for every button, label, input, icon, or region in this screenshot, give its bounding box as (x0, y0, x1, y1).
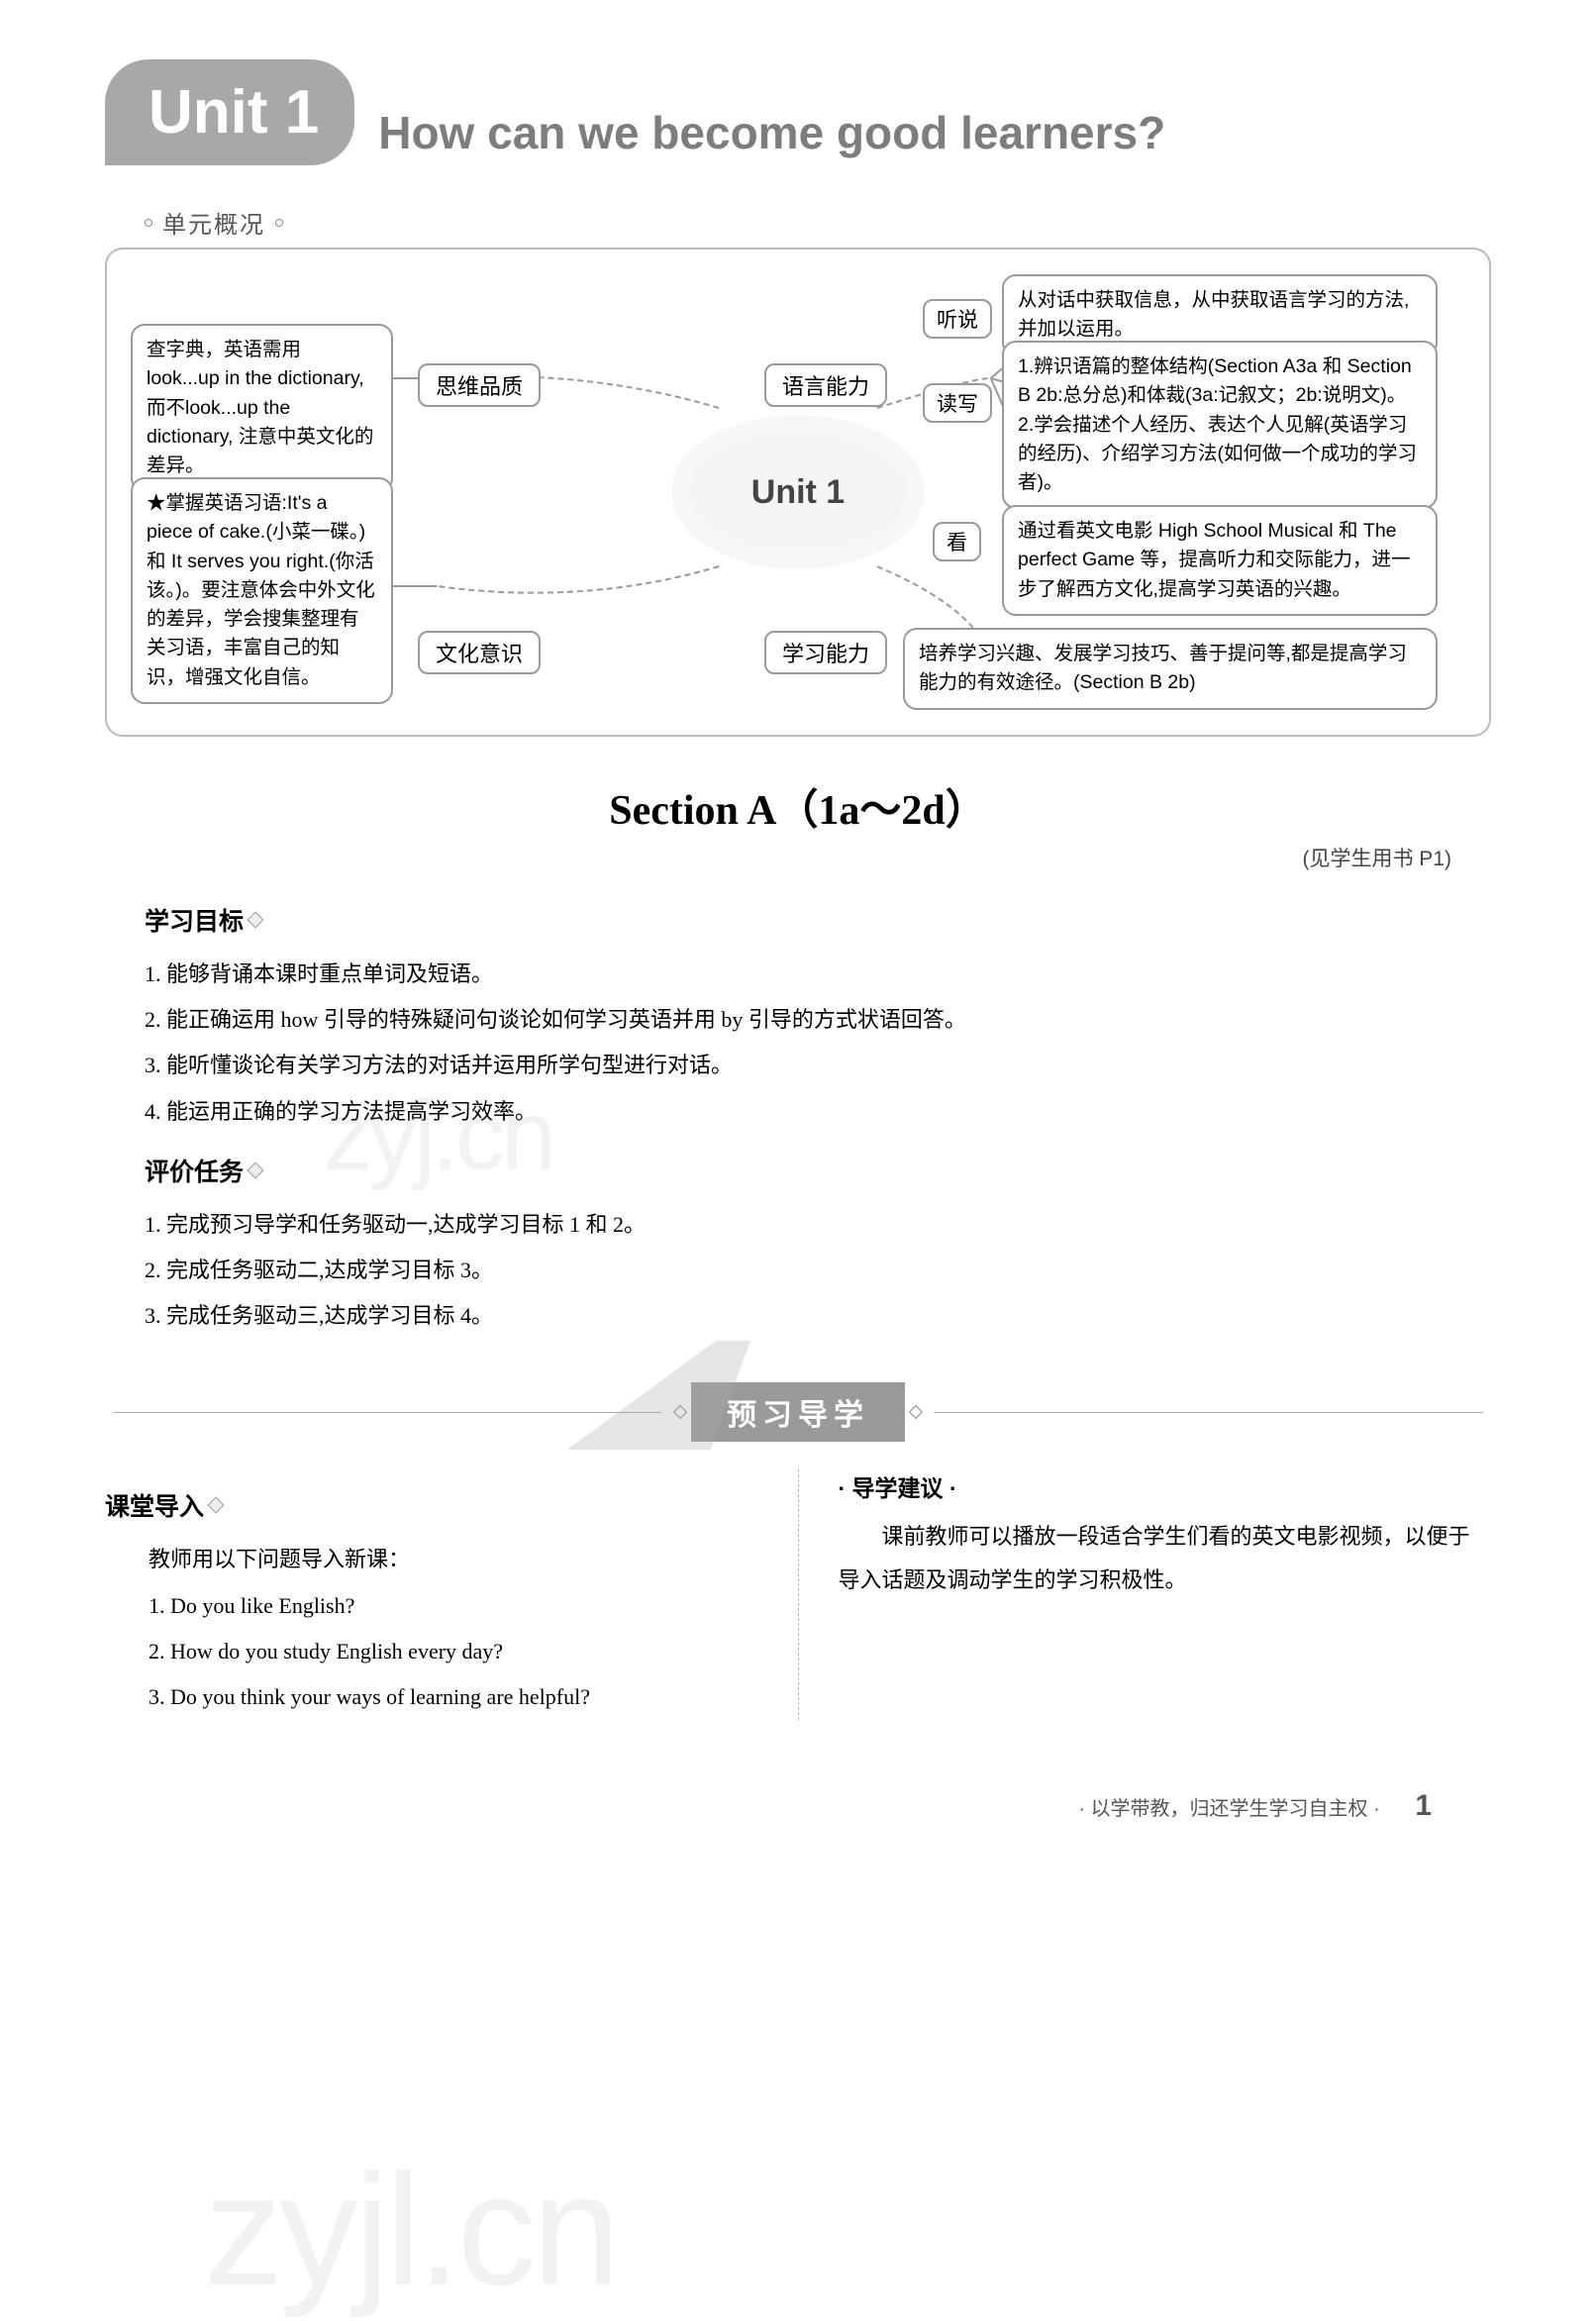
sublabel-read-write: 读写 (923, 383, 992, 423)
branch-learn-ability: 学习能力 (764, 631, 887, 674)
list-item: 1. Do you like English? (105, 1583, 758, 1629)
advice-body: 课前教师可以播放一段适合学生们看的英文电影视频，以便于导入话题及调动学生的学习积… (839, 1515, 1492, 1602)
diamond-icon (248, 1161, 264, 1178)
footer: · 以学带教，归还学生学习自主权 · 1 (1078, 1789, 1432, 1823)
section-title: Section A（1a～2d） (105, 776, 1491, 837)
list-item: 2. How do you study English every day? (105, 1629, 758, 1674)
ribbon-preview: 预习导学 (691, 1382, 905, 1442)
mindmap-center: Unit 1 (689, 433, 907, 552)
heading-goals-text: 学习目标 (145, 902, 244, 938)
ribbon-row: 预习导学 (105, 1382, 1491, 1442)
section-ref: (见学生用书 P1) (105, 843, 1451, 872)
leaf-read: 1.辨识语篇的整体结构(Section A3a 和 Section B 2b:总… (1002, 341, 1438, 509)
overview-label: 单元概况 (162, 205, 265, 240)
list-item: 3. 完成任务驱动三,达成学习目标 4。 (145, 1293, 1491, 1339)
unit-banner: Unit 1 How can we become good learners? (105, 59, 1491, 165)
leaf-watch: 通过看英文电影 High School Musical 和 The perfec… (1002, 505, 1438, 616)
list-item: 2. 能正确运用 how 引导的特殊疑问句谈论如何学习英语并用 by 引导的方式… (145, 997, 1491, 1043)
heading-tasks: 评价任务 (145, 1153, 1491, 1188)
leaf-idioms: ★掌握英语习语:It's a piece of cake.(小菜一碟。) 和 I… (131, 477, 393, 704)
mindmap: Unit 1 思维品质 文化意识 语言能力 学习能力 听说 读写 看 查字典，英… (131, 279, 1465, 705)
heading-intro-text: 课堂导入 (105, 1487, 204, 1523)
intro-lead: 教师用以下问题导入新课： (105, 1537, 758, 1582)
heading-intro: 课堂导入 (105, 1487, 758, 1523)
two-column-section: 课堂导入 教师用以下问题导入新课： 1. Do you like English… (105, 1469, 1491, 1720)
list-item: 1. 完成预习导学和任务驱动一,达成学习目标 1 和 2。 (145, 1202, 1491, 1248)
unit-question: How can we become good learners? (378, 106, 1165, 159)
deco-dot (145, 219, 152, 227)
branch-culture: 文化意识 (418, 631, 541, 674)
unit-badge: Unit 1 (105, 59, 354, 165)
tasks-list: 1. 完成预习导学和任务驱动一,达成学习目标 1 和 2。 2. 完成任务驱动二… (145, 1202, 1491, 1340)
branch-thinking: 思维品质 (418, 363, 541, 407)
overview-box: Unit 1 思维品质 文化意识 语言能力 学习能力 听说 读写 看 查字典，英… (105, 248, 1491, 737)
list-item: 1. 能够背诵本课时重点单词及短语。 (145, 952, 1491, 997)
page-number: 1 (1415, 1789, 1432, 1822)
leaf-dictionary: 查字典，英语需用 look...up in the dictionary,而不l… (131, 324, 393, 492)
sublabel-watch: 看 (933, 522, 981, 561)
watermark: zyjl.cn (204, 2139, 617, 2321)
list-item: 3. 能听懂谈论有关学习方法的对话并运用所学句型进行对话。 (145, 1043, 1491, 1088)
heading-tasks-text: 评价任务 (145, 1153, 244, 1188)
list-item: 4. 能运用正确的学习方法提高学习效率。 (145, 1089, 1491, 1135)
list-item: 3. Do you think your ways of learning ar… (105, 1674, 758, 1720)
heading-goals: 学习目标 (145, 902, 1491, 938)
overview-label-row: 单元概况 (145, 205, 1491, 240)
column-divider (798, 1469, 799, 1720)
leaf-learn: 培养学习兴趣、发展学习技巧、善于提问等,都是提高学习能力的有效途径。(Secti… (903, 628, 1438, 710)
goals-list: 1. 能够背诵本课时重点单词及短语。 2. 能正确运用 how 引导的特殊疑问句… (145, 952, 1491, 1135)
branch-lang-ability: 语言能力 (764, 363, 887, 407)
heading-advice: · 导学建议 · (839, 1469, 1492, 1503)
deco-dot (275, 219, 283, 227)
list-item: 2. 完成任务驱动二,达成学习目标 3。 (145, 1248, 1491, 1293)
diamond-icon (208, 1497, 225, 1514)
footer-motto: · 以学带教，归还学生学习自主权 · (1078, 1798, 1379, 1820)
sublabel-listen-speak: 听说 (923, 299, 992, 339)
diamond-icon (248, 912, 264, 929)
diamond-icon (909, 1405, 923, 1419)
